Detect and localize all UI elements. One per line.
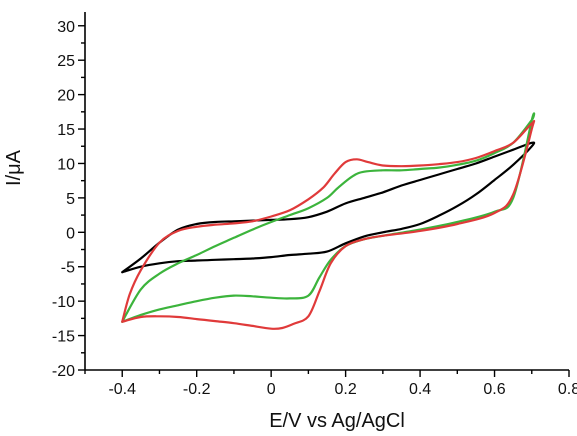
- x-tick-label: -0.2: [183, 381, 211, 398]
- y-tick-label: -15: [52, 329, 75, 346]
- x-tick-label: 0.8: [558, 381, 577, 398]
- x-tick-label: 0.2: [334, 381, 356, 398]
- plot-area: [121, 112, 536, 330]
- x-tick-label: 0.4: [409, 381, 431, 398]
- y-tick-label: 25: [57, 53, 75, 70]
- x-tick-label: 0: [267, 381, 276, 398]
- y-axis-label: I/μA: [3, 149, 25, 186]
- x-tick-label: 0.6: [483, 381, 505, 398]
- y-tick-label: 10: [57, 156, 75, 173]
- y-tick-label: -5: [61, 260, 75, 277]
- y-tick-label: 5: [66, 191, 75, 208]
- x-tick-label: -0.4: [108, 381, 136, 398]
- y-tick-label: 15: [57, 122, 75, 139]
- series-line-2: [121, 112, 536, 323]
- axes: -20 -15 -10 -5 0 5 10 15 20 25 30 -0.4 -0.2 0 0.2 0.4 0.…: [52, 12, 577, 398]
- y-tick-label: 0: [66, 225, 75, 242]
- y-tick-label: 20: [57, 88, 75, 105]
- series-line-3: [121, 119, 536, 330]
- x-axis-label: E/V vs Ag/AgCl: [269, 410, 405, 432]
- y-tick-label: 30: [57, 19, 75, 36]
- y-tick-label: -10: [52, 294, 75, 311]
- series-line-1: [121, 141, 536, 274]
- y-tick-label: -20: [52, 363, 75, 380]
